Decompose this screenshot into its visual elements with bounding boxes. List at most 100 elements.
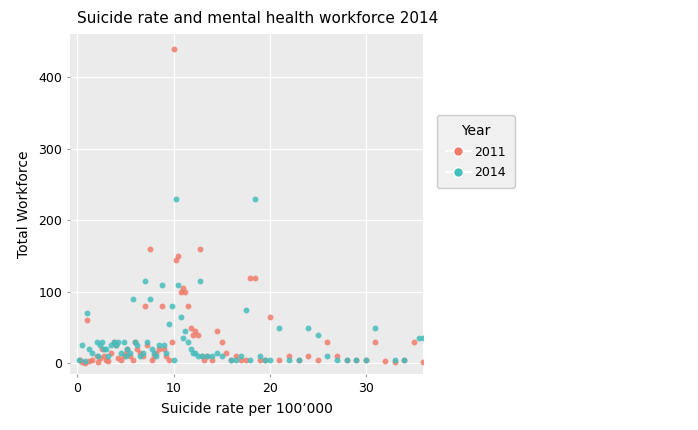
2011 <box>80 359 91 366</box>
2014 <box>185 346 196 353</box>
2014 <box>350 356 362 363</box>
2014 <box>118 338 129 345</box>
2011 <box>163 356 174 363</box>
2011 <box>112 354 124 361</box>
2011 <box>77 359 88 366</box>
2014 <box>202 353 213 359</box>
2011 <box>255 356 266 363</box>
2014 <box>135 353 146 359</box>
2011 <box>187 332 198 338</box>
2011 <box>192 332 203 338</box>
2011 <box>105 349 117 356</box>
2014 <box>130 338 141 345</box>
2011 <box>110 342 121 349</box>
2014 <box>370 324 381 331</box>
2011 <box>245 274 256 281</box>
2014 <box>173 281 184 288</box>
2014 <box>389 356 400 363</box>
2014 <box>141 338 152 345</box>
2014 <box>84 346 95 353</box>
2014 <box>139 278 150 285</box>
2011 <box>259 356 270 363</box>
2014 <box>322 353 333 359</box>
2014 <box>144 295 155 302</box>
2014 <box>250 196 261 203</box>
2014 <box>207 353 218 359</box>
2014 <box>211 349 223 356</box>
2014 <box>103 353 114 359</box>
2014 <box>230 356 242 363</box>
2014 <box>264 356 275 363</box>
2014 <box>161 349 172 356</box>
2011 <box>96 346 107 353</box>
2014 <box>312 332 323 338</box>
2014 <box>94 342 105 349</box>
2014 <box>168 356 179 363</box>
2014 <box>128 295 139 302</box>
2011 <box>92 359 103 366</box>
2014 <box>195 278 206 285</box>
2011 <box>118 353 129 359</box>
2014 <box>154 342 165 349</box>
2011 <box>103 358 114 365</box>
2011 <box>221 349 232 356</box>
2011 <box>408 338 419 345</box>
Text: Suicide rate and mental health workforce 2014: Suicide rate and mental health workforce… <box>77 11 438 26</box>
2011 <box>151 349 162 356</box>
2014 <box>216 353 228 359</box>
2014 <box>74 356 85 363</box>
2014 <box>177 335 188 342</box>
2011 <box>370 338 381 345</box>
2011 <box>332 353 343 359</box>
2011 <box>199 356 210 363</box>
2014 <box>240 306 251 313</box>
2011 <box>230 353 242 359</box>
2011 <box>173 253 184 260</box>
2011 <box>144 246 155 252</box>
2014 <box>235 353 246 359</box>
2011 <box>125 353 136 359</box>
2014 <box>87 349 98 356</box>
2011 <box>341 356 352 363</box>
2014 <box>80 358 91 365</box>
2011 <box>94 354 105 361</box>
2011 <box>130 338 141 345</box>
2014 <box>92 353 103 359</box>
2014 <box>82 310 93 317</box>
2011 <box>147 356 158 363</box>
2014 <box>156 281 168 288</box>
Legend: 2011, 2014: 2011, 2014 <box>437 115 514 188</box>
2014 <box>138 349 149 356</box>
2011 <box>115 356 126 363</box>
2014 <box>192 353 203 359</box>
2014 <box>189 349 200 356</box>
2011 <box>135 349 146 356</box>
2014 <box>120 353 131 359</box>
2011 <box>166 338 177 345</box>
Y-axis label: Total Workforce: Total Workforce <box>17 150 31 258</box>
2014 <box>166 303 177 310</box>
2014 <box>125 349 136 356</box>
2011 <box>120 349 131 356</box>
2014 <box>187 349 198 356</box>
2014 <box>225 356 237 363</box>
2011 <box>225 356 237 363</box>
2014 <box>332 356 343 363</box>
2011 <box>322 338 333 345</box>
2011 <box>250 274 261 281</box>
2011 <box>207 356 218 363</box>
2014 <box>283 356 295 363</box>
2011 <box>189 328 200 335</box>
2014 <box>158 342 170 349</box>
2011 <box>197 353 208 359</box>
2011 <box>202 353 213 359</box>
2011 <box>101 356 112 363</box>
2011 <box>138 353 149 359</box>
2014 <box>179 328 191 335</box>
2014 <box>360 356 371 363</box>
2014 <box>259 356 270 363</box>
2014 <box>302 324 313 331</box>
2011 <box>195 246 206 252</box>
2011 <box>418 359 429 366</box>
2011 <box>91 353 103 359</box>
